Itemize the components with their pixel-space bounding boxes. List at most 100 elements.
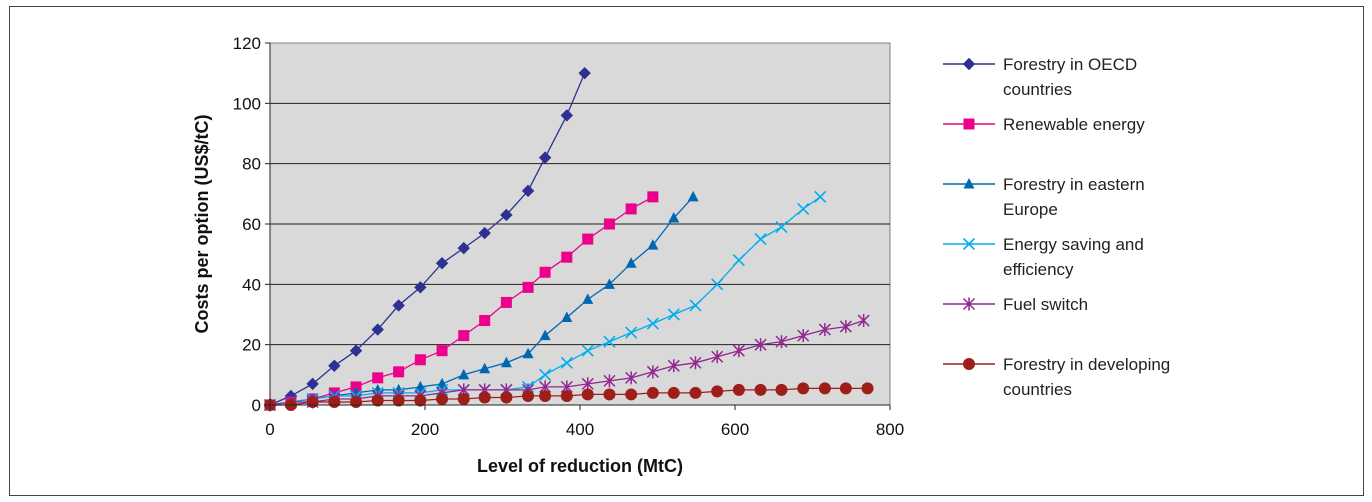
data-point	[754, 338, 767, 352]
legend-entry-1: Renewable energy	[943, 115, 1145, 134]
data-point	[500, 391, 513, 404]
data-point	[371, 394, 384, 407]
data-point	[711, 385, 724, 398]
data-point	[500, 356, 512, 368]
data-point	[479, 315, 491, 327]
legend-label: Fuel switch	[1003, 295, 1088, 314]
data-point	[478, 391, 491, 404]
data-point	[328, 359, 341, 372]
data-point	[647, 239, 659, 250]
data-point	[521, 184, 535, 198]
plot-area	[269, 42, 891, 406]
data-point	[625, 257, 637, 268]
data-point	[522, 347, 534, 359]
y-tick-label: 100	[233, 94, 261, 113]
data-point	[603, 388, 616, 401]
data-point	[797, 329, 810, 343]
data-point	[689, 356, 702, 370]
data-point	[775, 335, 788, 349]
data-point	[581, 388, 594, 401]
data-point	[500, 208, 513, 222]
data-point	[414, 354, 426, 366]
legend-marker	[962, 237, 976, 251]
legend-entry-5: Forestry in developing countries	[943, 355, 1170, 399]
legend-entry-0: Forestry in OECD countries	[943, 55, 1137, 99]
data-point	[478, 226, 491, 240]
data-point	[667, 308, 680, 321]
data-point	[560, 389, 573, 402]
legend-label: Renewable energy	[1003, 115, 1145, 134]
data-point	[668, 211, 680, 223]
legend-marker	[963, 118, 975, 130]
data-point	[581, 344, 594, 357]
data-point	[539, 389, 552, 402]
data-point	[350, 386, 362, 398]
legend-label: countries	[1003, 380, 1072, 399]
data-point	[732, 344, 745, 358]
data-point	[711, 278, 724, 291]
data-point	[603, 278, 615, 289]
data-point	[479, 362, 491, 374]
x-tick-label: 600	[721, 420, 749, 439]
y-axis-title: Costs per option (US$/tC)	[192, 114, 212, 333]
y-tick-label: 120	[233, 34, 261, 53]
data-point	[861, 382, 874, 395]
data-point	[687, 190, 699, 202]
data-point	[625, 371, 638, 385]
data-point	[436, 392, 449, 405]
data-point	[625, 388, 638, 401]
data-point	[754, 383, 767, 396]
data-point	[414, 380, 426, 392]
data-point	[689, 299, 702, 312]
data-point	[646, 386, 659, 399]
chart-frame: 0 20 40 60 80 100 120 0 200 400 600 800 Level of red…	[9, 6, 1364, 496]
data-point	[414, 281, 427, 294]
data-point	[458, 368, 470, 380]
data-point	[392, 394, 405, 407]
data-point	[775, 383, 788, 396]
data-point	[538, 151, 552, 164]
cost-curve-chart: 0 20 40 60 80 100 120 0 200 400 600 800 Level of red…	[192, 34, 1170, 476]
data-point	[539, 266, 551, 278]
data-point	[458, 330, 470, 342]
data-point	[857, 314, 870, 328]
y-tick-label: 20	[242, 336, 261, 355]
series-5	[264, 382, 874, 411]
legend-marker	[963, 178, 975, 189]
data-point	[582, 233, 594, 245]
data-point	[818, 323, 831, 337]
legend-entry-4: Fuel switch	[943, 295, 1088, 314]
data-point	[435, 257, 449, 270]
y-tick-label: 40	[242, 275, 261, 294]
data-point	[539, 368, 552, 381]
legend-label: Forestry in developing	[1003, 355, 1170, 374]
data-point	[349, 344, 363, 357]
data-point	[754, 233, 767, 246]
data-point	[818, 382, 831, 395]
y-tick-label: 80	[242, 155, 261, 174]
data-point	[457, 392, 470, 405]
legend-entry-3: Energy saving and efficiency	[943, 235, 1144, 279]
data-point	[603, 374, 616, 388]
y-tick-label: 0	[252, 396, 261, 415]
data-point	[560, 109, 574, 122]
data-point	[603, 335, 616, 348]
x-tick-label: 800	[876, 420, 904, 439]
x-tick-label: 0	[265, 420, 274, 439]
x-tick-label: 400	[566, 420, 594, 439]
y-tick-label: 60	[242, 215, 261, 234]
legend-label: efficiency	[1003, 260, 1074, 279]
data-point	[582, 293, 594, 304]
data-point	[392, 299, 405, 312]
axes: 0 20 40 60 80 100 120 0 200 400 600 800 Level of red…	[192, 34, 904, 476]
data-point	[814, 190, 827, 203]
data-point	[625, 203, 637, 215]
data-point	[371, 323, 384, 336]
data-point	[457, 241, 470, 255]
data-point	[578, 66, 591, 80]
data-point	[561, 251, 573, 263]
data-point	[539, 329, 551, 341]
legend-marker	[962, 297, 976, 311]
legend-marker	[962, 57, 976, 71]
data-point	[414, 394, 427, 407]
